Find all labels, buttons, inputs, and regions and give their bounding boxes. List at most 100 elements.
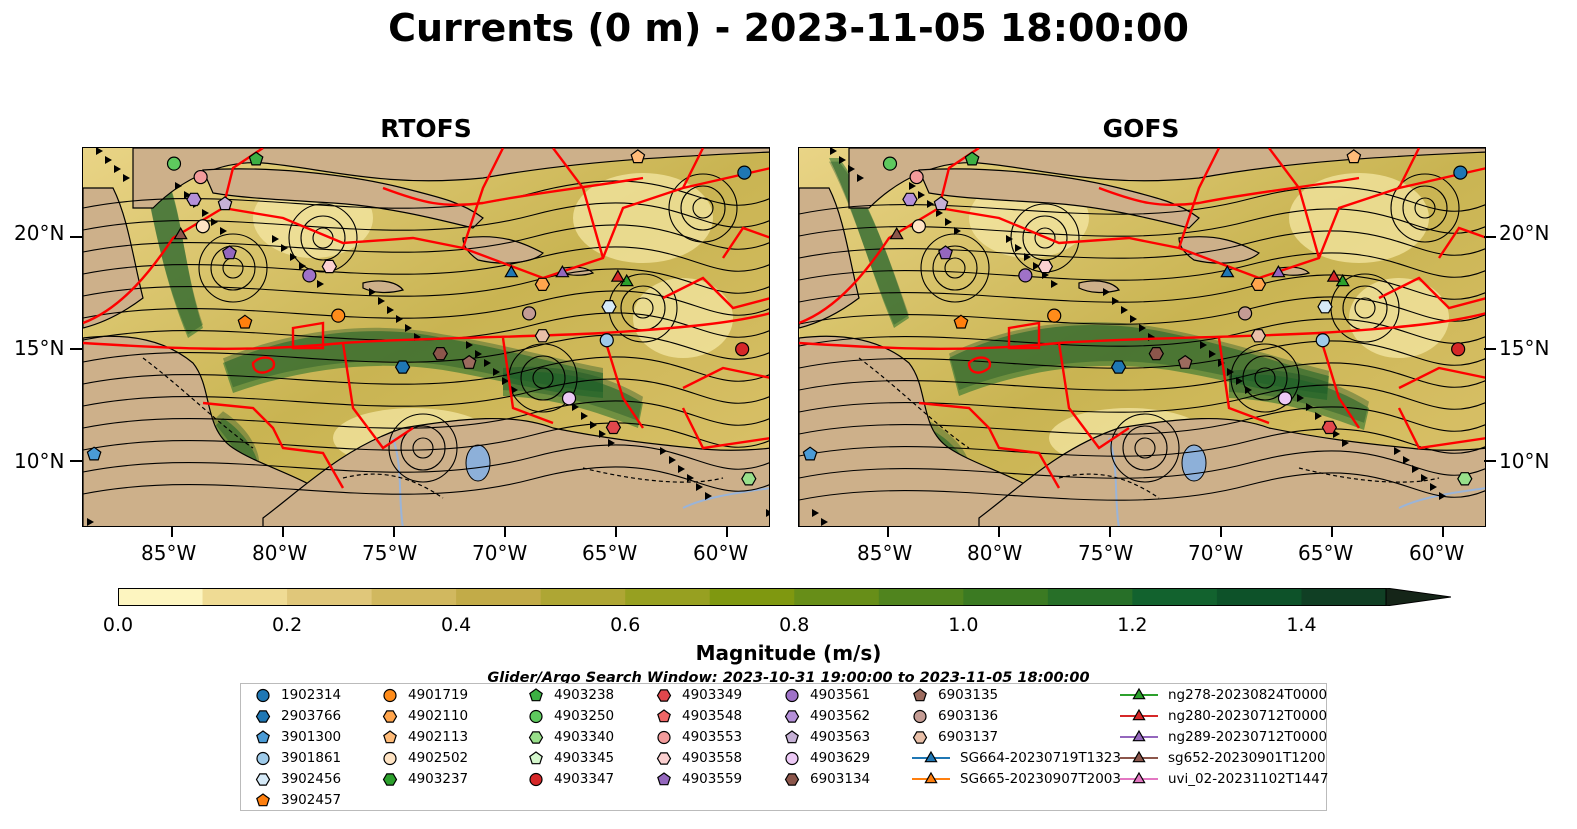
platform-marker[interactable] (802, 446, 818, 461)
legend-marker-icon (255, 710, 271, 723)
platform-marker[interactable] (1250, 277, 1267, 291)
platform-marker[interactable] (432, 347, 448, 361)
platform-marker[interactable] (1346, 149, 1362, 164)
platform-legend: 1902314 2903766 3901300 3901861 3902456 39024… (240, 683, 1328, 811)
legend-entry: 4903563 (784, 727, 870, 747)
platform-marker[interactable] (331, 308, 346, 323)
platform-marker[interactable] (1037, 259, 1054, 274)
legend-label: 4903548 (682, 708, 743, 724)
platform-marker[interactable] (166, 156, 182, 171)
platform-marker[interactable] (1047, 308, 1062, 323)
legend-label: 4903237 (408, 771, 469, 787)
legend-marker-icon (784, 773, 800, 786)
legend-label: 6903137 (938, 729, 999, 745)
colorbar-segment (118, 588, 204, 606)
platform-marker[interactable] (741, 472, 757, 486)
legend-label: ng289-20230712T0000 (1168, 729, 1328, 745)
platform-marker[interactable] (186, 192, 202, 207)
platform-marker[interactable] (953, 314, 969, 329)
platform-marker[interactable] (1148, 347, 1164, 361)
platform-marker[interactable] (1110, 360, 1127, 374)
platform-marker[interactable] (321, 259, 338, 274)
platform-marker[interactable] (1453, 165, 1468, 180)
legend-label: 4903559 (682, 771, 743, 787)
platform-marker[interactable] (86, 446, 102, 461)
platform-marker[interactable] (1315, 333, 1330, 348)
colorbar-segment (1047, 588, 1133, 606)
platform-marker[interactable] (193, 169, 208, 185)
legend-entry: 4903237 (382, 769, 468, 789)
platform-marker[interactable] (534, 329, 551, 343)
legend-marker-icon (1120, 771, 1158, 784)
platform-marker[interactable] (1451, 342, 1466, 357)
platform-marker[interactable] (302, 268, 317, 283)
legend-marker-icon (256, 730, 270, 744)
panel-title-rtofs: RTOFS (380, 114, 472, 143)
map-panel-rtofs[interactable] (82, 147, 770, 527)
platform-marker[interactable] (173, 226, 188, 240)
platform-marker[interactable] (1237, 306, 1253, 321)
platform-marker[interactable] (1277, 391, 1293, 406)
platform-marker[interactable] (237, 314, 253, 329)
platform-marker[interactable] (195, 219, 210, 234)
platform-marker[interactable] (222, 245, 237, 260)
legend-marker-icon (256, 793, 270, 807)
platform-marker[interactable] (1220, 264, 1235, 278)
legend-marker-icon (784, 710, 800, 723)
platform-marker[interactable] (964, 151, 980, 166)
platform-marker[interactable] (534, 277, 551, 291)
lon-label-80w-rtofs: 80°W (252, 541, 308, 565)
platform-marker[interactable] (909, 169, 924, 185)
lon-label-60w-gofs: 60°W (1409, 541, 1465, 565)
platform-marker[interactable] (217, 196, 233, 211)
platform-marker[interactable] (504, 264, 519, 278)
legend-label: 4903562 (810, 708, 871, 724)
platform-marker[interactable] (555, 265, 570, 278)
legend-entry: 4903558 (656, 748, 742, 768)
platform-marker[interactable] (248, 151, 264, 166)
legend-entry: sg652-20230901T1200 (1120, 748, 1326, 768)
legend-entry: 4903553 (656, 727, 742, 747)
platform-marker[interactable] (1177, 354, 1193, 369)
platform-marker[interactable] (1326, 269, 1341, 282)
platform-marker[interactable] (561, 391, 577, 406)
platform-marker[interactable] (461, 354, 477, 369)
platform-marker[interactable] (394, 360, 411, 374)
platform-marker[interactable] (521, 306, 537, 321)
platform-marker[interactable] (735, 342, 750, 357)
platform-marker[interactable] (1457, 472, 1473, 486)
legend-label: 4903238 (554, 687, 615, 703)
lon-label-85w-rtofs: 85°W (141, 541, 197, 565)
platform-marker[interactable] (911, 219, 926, 234)
platform-marker[interactable] (737, 165, 752, 180)
platform-marker[interactable] (902, 192, 918, 207)
map-panel-gofs[interactable] (798, 147, 1486, 527)
lat-tick (1484, 459, 1496, 462)
legend-entry: ng289-20230712T0000 (1120, 727, 1327, 747)
platform-marker[interactable] (601, 300, 617, 314)
legend-label: 3901861 (281, 750, 342, 766)
lat-label-20n-right: 20°N (1499, 221, 1550, 245)
legend-marker-icon (529, 751, 543, 765)
lat-label-15n-right: 15°N (1499, 336, 1550, 360)
legend-entry: 3902457 (255, 790, 341, 810)
platform-marker[interactable] (1321, 420, 1338, 435)
platform-marker[interactable] (610, 269, 625, 282)
platform-marker[interactable] (605, 420, 622, 435)
platform-marker[interactable] (882, 156, 898, 171)
platform-marker[interactable] (1018, 268, 1033, 283)
platform-marker[interactable] (933, 196, 949, 211)
lon-tick (392, 527, 395, 537)
legend-entry: 4903250 (528, 706, 614, 726)
platform-marker[interactable] (599, 333, 614, 348)
colorbar-tick-label: 0.4 (441, 614, 472, 636)
platform-marker[interactable] (1271, 265, 1286, 278)
platform-marker[interactable] (889, 226, 904, 240)
platform-marker[interactable] (630, 149, 646, 164)
platform-marker[interactable] (1250, 329, 1267, 343)
platform-marker[interactable] (1317, 300, 1333, 314)
platform-marker[interactable] (938, 245, 953, 260)
legend-marker-icon (529, 772, 543, 787)
lon-tick (503, 527, 506, 537)
legend-label: 4903250 (554, 708, 615, 724)
